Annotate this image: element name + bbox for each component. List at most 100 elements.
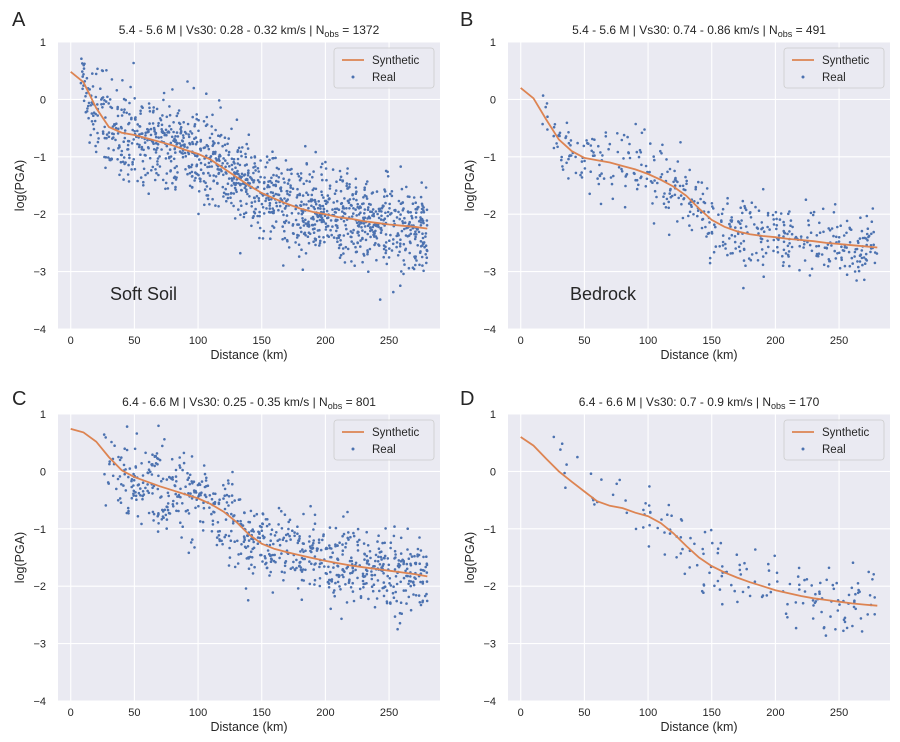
real-point <box>261 522 264 525</box>
real-point <box>297 539 301 542</box>
real-point <box>683 572 687 576</box>
real-point <box>376 540 379 543</box>
real-point <box>620 167 623 171</box>
real-point <box>316 206 320 210</box>
real-point <box>851 262 854 265</box>
real-point <box>349 586 353 589</box>
real-point <box>729 225 732 228</box>
real-point <box>865 214 869 218</box>
real-point <box>721 207 725 211</box>
real-point <box>400 187 404 191</box>
real-point <box>146 171 149 175</box>
real-point <box>117 146 120 150</box>
real-point <box>214 128 217 132</box>
real-point <box>668 167 672 171</box>
real-point <box>91 72 94 75</box>
real-point <box>344 223 347 227</box>
real-point <box>157 173 160 177</box>
real-point <box>425 571 429 574</box>
real-point <box>660 518 663 521</box>
real-point <box>177 495 181 498</box>
real-point <box>258 180 261 184</box>
real-point <box>750 253 754 256</box>
real-point <box>624 499 627 502</box>
real-point <box>364 238 368 242</box>
real-point <box>123 136 127 140</box>
real-point <box>297 234 300 237</box>
real-point <box>374 210 378 213</box>
real-point <box>298 537 301 540</box>
y-tick-label: −1 <box>33 524 46 536</box>
real-point <box>79 81 83 85</box>
real-point <box>675 556 678 559</box>
real-point <box>235 118 239 121</box>
real-point <box>90 120 94 123</box>
real-point <box>200 491 203 495</box>
real-point <box>370 585 374 588</box>
real-point <box>321 204 325 208</box>
real-point <box>416 547 420 551</box>
real-point <box>299 204 303 207</box>
real-point <box>784 252 788 255</box>
x-tick-label: 150 <box>703 335 721 347</box>
real-point <box>118 475 122 478</box>
real-point <box>103 155 106 159</box>
real-point <box>277 176 281 179</box>
real-point <box>334 189 338 192</box>
real-point <box>796 575 800 578</box>
real-point <box>106 95 109 99</box>
x-tick-label: 250 <box>380 335 398 347</box>
real-point <box>104 436 107 439</box>
real-point <box>232 158 236 161</box>
real-point <box>160 123 164 127</box>
real-point <box>356 230 360 234</box>
real-point <box>419 216 422 219</box>
real-point <box>189 541 193 544</box>
real-point <box>322 207 326 211</box>
real-point <box>266 549 270 552</box>
real-point <box>308 582 312 586</box>
real-point <box>135 432 139 435</box>
real-point <box>232 160 235 164</box>
real-point <box>742 239 746 243</box>
real-point <box>230 179 234 182</box>
real-point <box>399 284 402 288</box>
real-point <box>259 159 262 162</box>
real-point <box>366 208 370 211</box>
real-point <box>183 130 187 134</box>
real-point <box>272 226 276 229</box>
real-point <box>236 162 240 165</box>
real-point <box>283 197 286 200</box>
real-point <box>120 483 123 486</box>
real-point <box>420 255 424 259</box>
real-point <box>238 498 242 501</box>
real-point <box>242 174 246 177</box>
real-point <box>188 141 191 145</box>
y-axis-label: log(PGA) <box>13 160 27 211</box>
real-point <box>253 155 257 158</box>
real-point <box>378 563 382 566</box>
real-point <box>355 221 359 225</box>
real-point <box>105 133 109 136</box>
real-point <box>368 247 372 251</box>
real-point <box>416 244 420 247</box>
real-point <box>772 218 775 221</box>
real-point <box>391 242 395 246</box>
real-point <box>382 556 386 560</box>
real-point <box>233 183 236 186</box>
real-point <box>861 236 865 240</box>
real-point <box>552 146 556 150</box>
real-point <box>236 169 239 173</box>
real-point <box>305 179 308 183</box>
legend-box <box>783 419 885 461</box>
real-point <box>315 547 319 550</box>
real-point <box>230 177 233 180</box>
real-point <box>761 255 765 258</box>
real-point <box>138 133 141 136</box>
real-point <box>643 128 646 131</box>
real-point <box>708 261 712 265</box>
real-point <box>236 539 239 543</box>
real-point <box>707 210 710 214</box>
real-point <box>301 194 305 197</box>
real-point <box>151 140 155 144</box>
